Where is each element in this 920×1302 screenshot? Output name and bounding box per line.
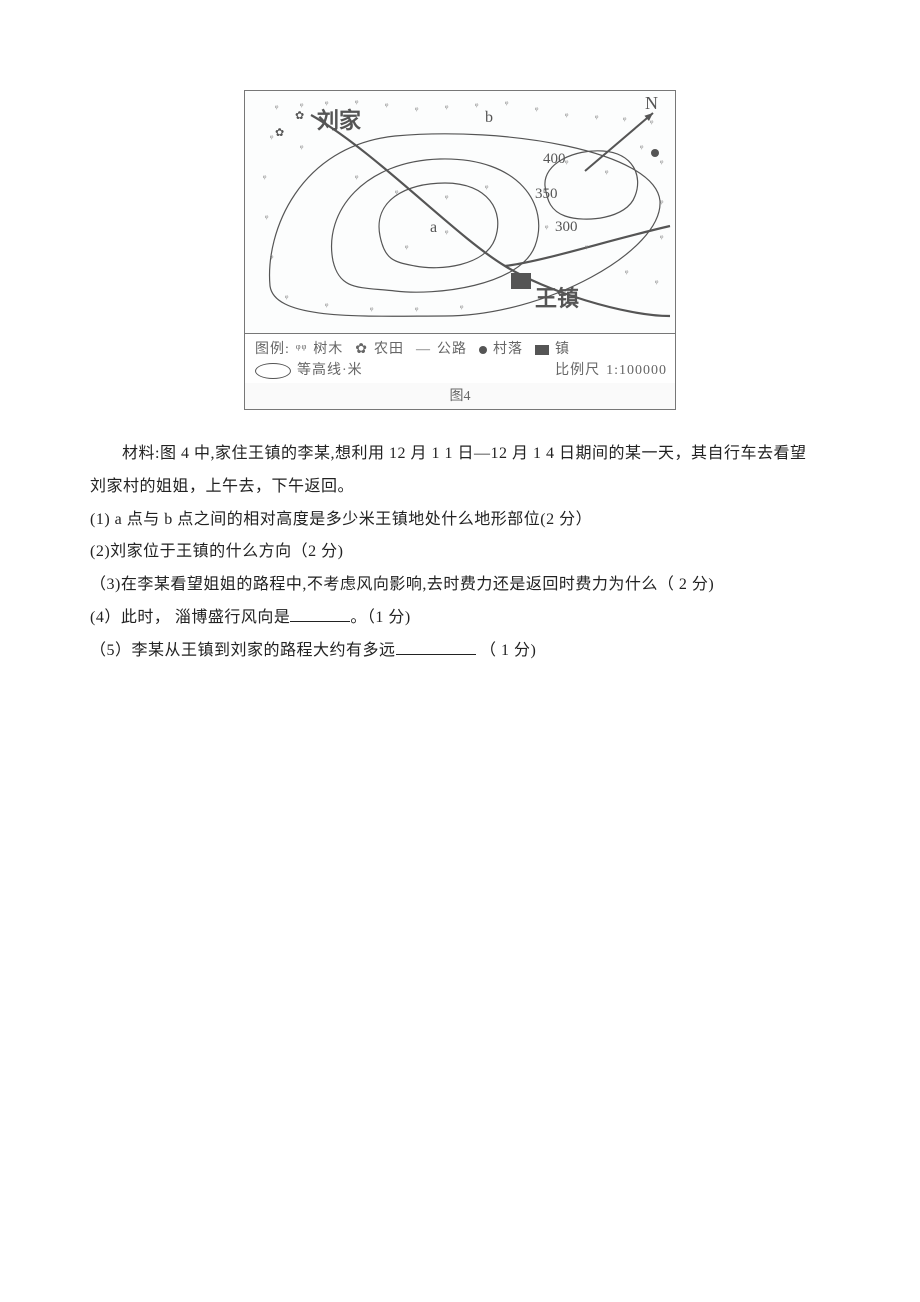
svg-text:ᵠ: ᵠ bbox=[270, 253, 274, 264]
map-figure: ᵠᵠᵠᵠᵠᵠᵠᵠᵠᵠᵠᵠᵠᵠᵠᵠᵠᵠᵠᵠᵠᵠᵠᵠᵠᵠᵠᵠᵠᵠᵠᵠᵠᵠᵠᵠᵠᵠᵠᵠ… bbox=[90, 90, 830, 410]
svg-text:ᵠ: ᵠ bbox=[585, 243, 589, 254]
svg-text:ᵠ: ᵠ bbox=[565, 111, 569, 122]
contour-400: 400 bbox=[543, 151, 566, 168]
contour-icon bbox=[255, 363, 291, 379]
svg-text:ᵠ: ᵠ bbox=[545, 223, 549, 234]
svg-text:ᵠ: ᵠ bbox=[475, 101, 479, 112]
q4-blank bbox=[290, 621, 350, 622]
svg-text:ᵠ: ᵠ bbox=[385, 101, 389, 112]
question-3: （3)在李某看望姐姐的路程中,不考虑风向影响,去时费力还是返回时费力为什么（ 2… bbox=[90, 569, 830, 602]
svg-text:ᵠ: ᵠ bbox=[660, 158, 664, 169]
label-liujia: 刘家 bbox=[317, 103, 361, 135]
label-a: a bbox=[430, 219, 437, 237]
town-icon bbox=[535, 345, 549, 355]
question-2: (2)刘家位于王镇的什么方向（2 分) bbox=[90, 536, 830, 569]
svg-text:ᵠ: ᵠ bbox=[300, 143, 304, 154]
svg-text:ᵠ: ᵠ bbox=[275, 103, 279, 114]
svg-text:ᵠ: ᵠ bbox=[270, 133, 274, 144]
legend-road: 公路 bbox=[437, 339, 467, 360]
svg-text:ᵠ: ᵠ bbox=[605, 168, 609, 179]
svg-text:ᵠ: ᵠ bbox=[625, 268, 629, 279]
question-5: （5）李某从王镇到刘家的路程大约有多远 （ 1 分) bbox=[90, 635, 830, 668]
svg-text:ᵠ: ᵠ bbox=[265, 213, 269, 224]
legend-scale-value: 1:100000 bbox=[606, 360, 667, 381]
svg-text:✿: ✿ bbox=[275, 127, 284, 139]
question-1: (1) a 点与 b 点之间的相对高度是多少米王镇地处什么地形部位(2 分） bbox=[90, 504, 830, 537]
village-icon bbox=[479, 346, 487, 354]
svg-text:ᵠ: ᵠ bbox=[535, 105, 539, 116]
map-svg: ᵠᵠᵠᵠᵠᵠᵠᵠᵠᵠᵠᵠᵠᵠᵠᵠᵠᵠᵠᵠᵠᵠᵠᵠᵠᵠᵠᵠᵠᵠᵠᵠᵠᵠᵠᵠᵠᵠᵠᵠ… bbox=[245, 91, 675, 333]
label-wangzhen: 王镇 bbox=[535, 281, 579, 313]
contour-300: 300 bbox=[555, 219, 578, 236]
legend-tree: 树木 bbox=[313, 339, 343, 360]
svg-text:✿: ✿ bbox=[295, 110, 304, 122]
q5-text-a: （5）李某从王镇到刘家的路程大约有多远 bbox=[90, 642, 396, 659]
road-symbol: — bbox=[416, 339, 431, 360]
svg-text:ᵠ: ᵠ bbox=[263, 173, 267, 184]
legend-prefix: 图例: bbox=[255, 339, 290, 360]
question-4: (4）此时， 淄博盛行风向是 。（1 分) bbox=[90, 602, 830, 635]
svg-text:ᵠ: ᵠ bbox=[660, 198, 664, 209]
svg-text:ᵠ: ᵠ bbox=[650, 118, 654, 129]
svg-text:ᵠ: ᵠ bbox=[640, 143, 644, 154]
contour-350: 350 bbox=[535, 186, 558, 203]
svg-text:ᵠ: ᵠ bbox=[485, 183, 489, 194]
legend-village: 村落 bbox=[493, 339, 523, 360]
svg-text:ᵠ: ᵠ bbox=[565, 158, 569, 169]
field-symbol: ✿ bbox=[355, 339, 368, 360]
svg-text:ᵠ: ᵠ bbox=[655, 278, 659, 289]
material-line-1: 材料:图 4 中,家住王镇的李某,想利用 12 月 1 1 日—12 月 1 4… bbox=[90, 438, 830, 471]
q4-text-b: 。（1 分) bbox=[350, 609, 410, 626]
svg-text:ᵠ: ᵠ bbox=[370, 305, 374, 316]
q5-text-b: （ 1 分) bbox=[480, 642, 536, 659]
svg-text:ᵠ: ᵠ bbox=[355, 173, 359, 184]
legend-contour: 等高线·米 bbox=[297, 360, 363, 381]
svg-text:ᵠ: ᵠ bbox=[415, 305, 419, 316]
q5-blank bbox=[396, 654, 476, 655]
figure-label: 图4 bbox=[245, 383, 675, 409]
svg-text:ᵠ: ᵠ bbox=[285, 293, 289, 304]
svg-text:ᵠ: ᵠ bbox=[505, 99, 509, 110]
label-b: b bbox=[485, 109, 493, 127]
svg-text:ᵠ: ᵠ bbox=[445, 193, 449, 204]
material-line-2: 刘家村的姐姐，上午去，下午返回。 bbox=[90, 471, 830, 504]
svg-text:ᵠ: ᵠ bbox=[623, 115, 627, 126]
text-body: 材料:图 4 中,家住王镇的李某,想利用 12 月 1 1 日—12 月 1 4… bbox=[90, 438, 830, 668]
label-north: N bbox=[645, 93, 658, 114]
legend-town: 镇 bbox=[555, 339, 570, 360]
svg-text:ᵠ: ᵠ bbox=[325, 301, 329, 312]
tree-symbol: ᵠᵠ bbox=[296, 339, 307, 360]
svg-text:ᵠ: ᵠ bbox=[660, 233, 664, 244]
legend-scale-label: 比例尺 bbox=[555, 360, 600, 381]
svg-text:ᵠ: ᵠ bbox=[445, 228, 449, 239]
svg-text:ᵠ: ᵠ bbox=[595, 113, 599, 124]
svg-text:ᵠ: ᵠ bbox=[445, 103, 449, 114]
q4-text-a: (4）此时， 淄博盛行风向是 bbox=[90, 609, 290, 626]
svg-text:ᵠ: ᵠ bbox=[415, 105, 419, 116]
map-legend: 图例: ᵠᵠ 树木 ✿ 农田 — 公路 村落 镇 等高线·米 比例尺 bbox=[245, 333, 675, 383]
legend-field: 农田 bbox=[374, 339, 404, 360]
svg-text:ᵠ: ᵠ bbox=[460, 303, 464, 314]
map-box: ᵠᵠᵠᵠᵠᵠᵠᵠᵠᵠᵠᵠᵠᵠᵠᵠᵠᵠᵠᵠᵠᵠᵠᵠᵠᵠᵠᵠᵠᵠᵠᵠᵠᵠᵠᵠᵠᵠᵠᵠ… bbox=[244, 90, 676, 410]
map-area: ᵠᵠᵠᵠᵠᵠᵠᵠᵠᵠᵠᵠᵠᵠᵠᵠᵠᵠᵠᵠᵠᵠᵠᵠᵠᵠᵠᵠᵠᵠᵠᵠᵠᵠᵠᵠᵠᵠᵠᵠ… bbox=[245, 91, 675, 333]
svg-text:ᵠ: ᵠ bbox=[405, 243, 409, 254]
